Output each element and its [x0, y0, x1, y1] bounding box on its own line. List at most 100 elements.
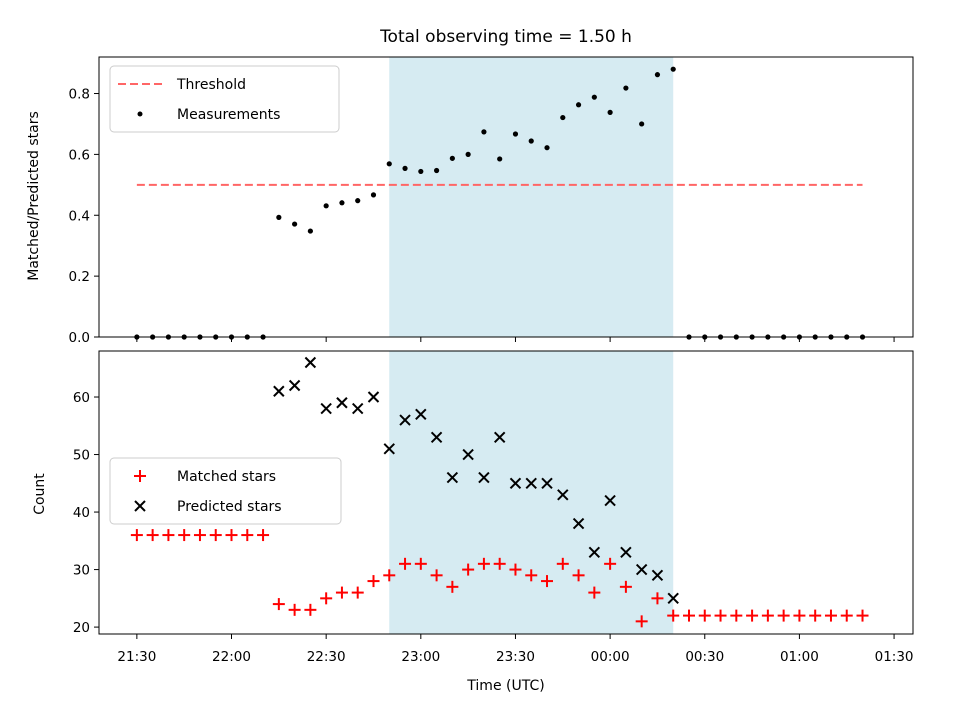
matched-point — [840, 609, 853, 622]
predicted-point — [415, 408, 427, 420]
predicted-point-b — [635, 563, 648, 576]
legend-matched-label: Matched stars — [177, 469, 276, 485]
xtick-label: 00:30 — [685, 649, 724, 665]
matched-point — [509, 563, 522, 576]
matched-point — [351, 586, 364, 599]
top-y-axis-label: Matched/Predicted stars — [26, 111, 42, 281]
matched-point — [619, 580, 632, 593]
matched-point — [304, 603, 317, 616]
matched-point — [635, 615, 648, 628]
matched-point — [225, 529, 238, 542]
matched-point — [682, 609, 695, 622]
matched-point — [730, 609, 743, 622]
predicted-point — [304, 356, 317, 369]
predicted-point-b — [588, 546, 601, 559]
matched-point — [824, 609, 837, 622]
matched-point — [320, 592, 333, 605]
measurement-point — [307, 228, 313, 234]
legend-predicted-swatch — [134, 500, 146, 512]
legend-matched-swatch — [134, 470, 146, 482]
predicted-point — [557, 489, 569, 501]
measurement-point — [370, 192, 377, 198]
matched-point — [399, 557, 412, 570]
predicted-point — [336, 397, 348, 409]
matched-point — [162, 529, 175, 542]
top-ytick-label: 0.8 — [69, 87, 90, 103]
predicted-point — [651, 569, 664, 582]
bottom-panel: 20 30 40 50 60 21:30 22:00 22:30 23:00 23:30 00:0… — [32, 350, 914, 694]
measurement-point — [575, 102, 582, 108]
measurement-point — [528, 138, 534, 144]
matched-point — [525, 569, 538, 582]
measurement-point — [591, 94, 597, 100]
predicted-point — [288, 379, 301, 392]
xtick-label: 00:00 — [591, 649, 630, 665]
predicted-point — [273, 385, 285, 397]
matched-point — [746, 609, 759, 622]
bottom-legend: Matched stars Predicted stars — [109, 457, 342, 525]
predicted-point — [572, 517, 585, 530]
predicted-point — [430, 431, 443, 443]
top-x-axis-ticks — [136, 337, 895, 342]
bottom-ytick-label: 60 — [73, 390, 90, 406]
matched-point — [241, 529, 254, 542]
predicted-point-b — [572, 517, 585, 530]
bottom-shaded-interval — [389, 351, 674, 634]
matched-point — [257, 529, 270, 542]
predicted-point — [525, 477, 537, 490]
predicted-point-b — [541, 477, 553, 490]
predicted-point — [352, 402, 364, 415]
predicted-point-b — [320, 402, 332, 415]
matched-point — [651, 592, 664, 605]
top-legend-box — [109, 65, 340, 133]
matched-point — [477, 557, 490, 570]
predicted-point-b — [399, 414, 411, 426]
top-ytick-label: 0.2 — [69, 269, 90, 285]
measurement-point — [512, 131, 519, 137]
predicted-point-b — [604, 494, 616, 507]
legend-threshold-label: Threshold — [176, 77, 246, 93]
predicted-point — [620, 546, 632, 559]
predicted-point-b — [304, 356, 317, 369]
xtick-label: 23:30 — [496, 649, 535, 665]
matched-point — [430, 569, 443, 582]
top-legend: Threshold Measurements — [109, 65, 340, 133]
matched-point — [714, 609, 727, 622]
predicted-point-b — [352, 402, 364, 415]
xtick-label: 01:00 — [780, 649, 819, 665]
x-axis-label: Time (UTC) — [466, 678, 544, 694]
measurement-point — [607, 109, 613, 115]
predicted-point — [493, 431, 506, 443]
predicted-point — [509, 477, 522, 490]
matched-point — [588, 586, 601, 599]
xtick-label: 22:30 — [307, 649, 346, 665]
bottom-plot-frame — [98, 350, 914, 635]
xtick-label: 23:00 — [401, 649, 440, 665]
predicted-point-b — [446, 471, 459, 484]
bottom-legend-box — [109, 457, 342, 525]
predicted-point — [635, 563, 648, 576]
predicted-point — [541, 477, 553, 490]
matched-point — [414, 557, 427, 570]
predicted-point — [667, 592, 679, 605]
predicted-point-b — [383, 443, 395, 455]
predicted-point-b — [462, 448, 474, 461]
predicted-point — [588, 546, 601, 559]
predicted-point-b — [493, 431, 506, 443]
top-panel: 0.00.20.40.60.8 Matched/Predicted stars … — [26, 56, 914, 346]
predicted-point-b — [415, 408, 427, 420]
measurement-point — [497, 156, 503, 162]
matched-point — [809, 609, 822, 622]
predicted-point — [320, 402, 332, 415]
predicted-point-b — [557, 489, 569, 501]
legend-predicted-label: Predicted stars — [177, 499, 282, 515]
predicted-point-b — [620, 546, 632, 559]
bottom-ytick-label: 30 — [73, 563, 90, 579]
matched-point — [446, 580, 459, 593]
matched-point — [556, 557, 569, 570]
top-plot-frame — [98, 56, 914, 338]
measurement-point — [386, 161, 392, 167]
matched-point — [288, 603, 301, 616]
predicted-point-b — [336, 397, 348, 409]
bottom-ytick-label: 50 — [73, 448, 90, 464]
